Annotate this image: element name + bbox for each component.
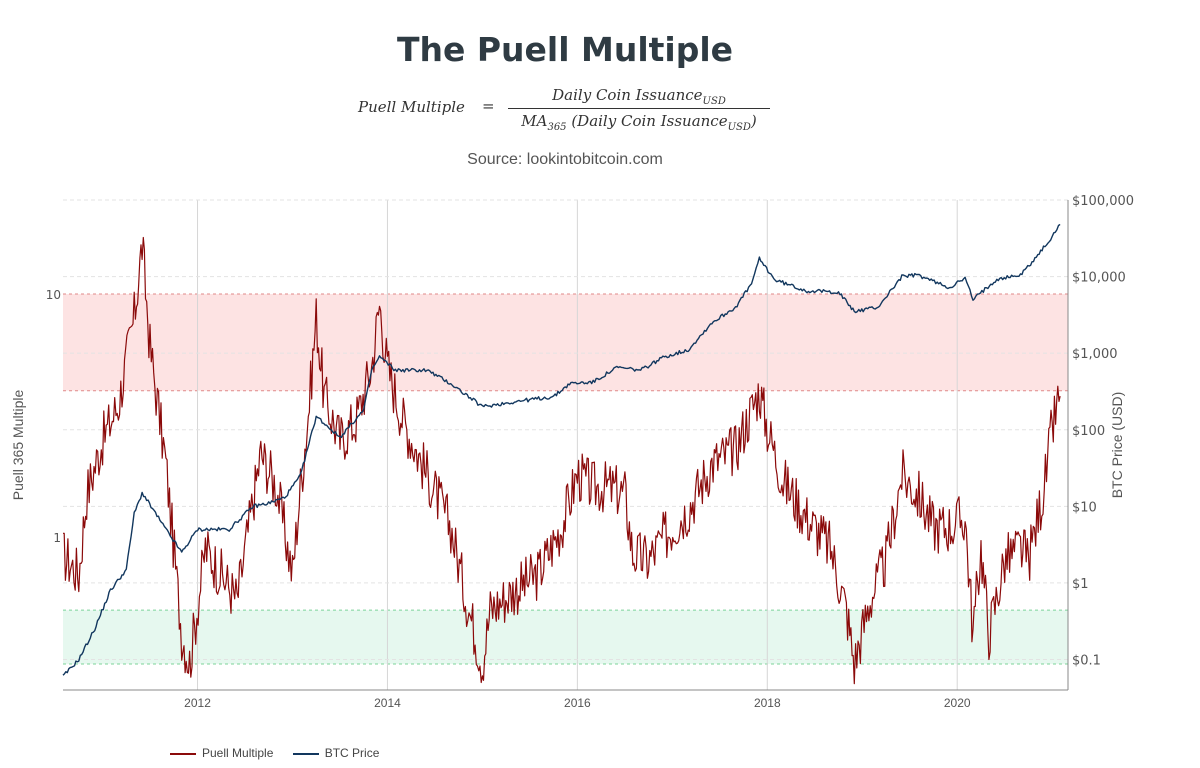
legend-item-puell[interactable]: Puell Multiple [170, 746, 273, 760]
y-right-tick-label: $0.1 [1072, 654, 1101, 669]
legend-label-puell: Puell Multiple [202, 746, 274, 760]
y-right-tick-label: $10,000 [1072, 271, 1126, 286]
y-left-axis-title: Puell 365 Multiple [10, 390, 26, 501]
formula-equals: = [482, 97, 495, 115]
puell-multiple-series [63, 236, 1061, 685]
y-right-axis-title: BTC Price (USD) [1109, 392, 1125, 499]
puell-formula: Puell Multiple = Daily Coin IssuanceUSD … [358, 86, 778, 136]
chart-legend: Puell Multiple BTC Price [170, 746, 395, 760]
x-tick-label: 2012 [184, 696, 211, 710]
y-right-tick-label: $1,000 [1072, 347, 1118, 362]
chart-title: The Puell Multiple [396, 30, 734, 69]
y-right-tick-label: $1 [1072, 577, 1089, 592]
x-tick-label: 2014 [374, 696, 401, 710]
x-tick-label: 2020 [944, 696, 971, 710]
y-right-tick-label: $100 [1072, 424, 1105, 439]
formula-denominator: MA365 (Daily Coin IssuanceUSD) [521, 112, 757, 133]
formula-fraction-bar [508, 108, 770, 109]
x-tick-label: 2016 [564, 696, 591, 710]
formula-lhs: Puell Multiple [358, 98, 465, 116]
btc-price-series [62, 223, 1061, 676]
y-right-tick-label: $10 [1072, 500, 1097, 515]
band-green [63, 610, 1068, 665]
y-left-tick-label: 10 [46, 288, 61, 302]
legend-label-btc: BTC Price [324, 746, 380, 760]
legend-swatch-puell [170, 752, 196, 755]
formula-numerator: Daily Coin IssuanceUSD [552, 86, 726, 107]
chart-source: Source: lookintobitcoin.com [467, 151, 663, 168]
legend-swatch-btc [292, 752, 319, 755]
legend-item-btc[interactable]: BTC Price [292, 746, 380, 760]
x-tick-label: 2018 [754, 696, 781, 710]
band-red [63, 294, 1068, 391]
y-right-tick-label: $100,000 [1072, 194, 1134, 209]
y-left-tick-label: 1 [53, 531, 61, 545]
